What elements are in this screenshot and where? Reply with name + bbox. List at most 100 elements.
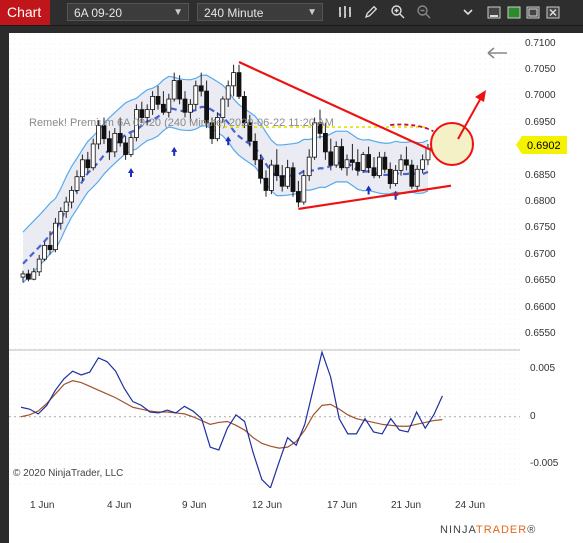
price-tick-label: 0.6600: [525, 301, 556, 313]
candle-body: [182, 98, 188, 113]
candle-body: [123, 142, 128, 155]
bars-icon[interactable]: [337, 4, 353, 20]
time-tick-label: 21 Jun: [391, 500, 422, 511]
lower-envelope-line: [22, 125, 429, 284]
buy-signal-arrow: [365, 185, 372, 195]
buy-signal-arrow: [171, 146, 178, 156]
candle-body: [53, 222, 58, 251]
restore-icon: [507, 6, 521, 19]
candle-body: [58, 211, 64, 224]
chart-panel[interactable]: Remek! Premium 6A 09-20 (240 Minute) 202…: [9, 33, 520, 490]
time-tick-label: 4 Jun: [107, 500, 132, 511]
price-axis[interactable]: 0.71000.70500.70000.69500.69000.68500.68…: [520, 33, 583, 488]
back-arrow-icon: [487, 47, 507, 59]
interval-label: 240 Minute: [204, 6, 264, 20]
brand-registered-mark: ®: [527, 524, 537, 536]
candle-body: [74, 176, 80, 191]
candle-body: [107, 138, 112, 153]
chevron-down-icon[interactable]: [462, 4, 474, 20]
candle-body: [236, 72, 242, 97]
zoom-in-icon[interactable]: [390, 4, 406, 20]
candle-body: [376, 156, 382, 177]
candle-body: [198, 85, 204, 92]
chevron-down-icon: ▼: [173, 7, 183, 18]
candle-body: [69, 190, 74, 203]
candle-body: [231, 72, 237, 87]
envelope-band: [23, 75, 428, 283]
candle-body: [25, 273, 31, 280]
price-tick-label: 0.6750: [525, 222, 556, 234]
brand-prefix: NINJA: [440, 524, 476, 536]
time-axis[interactable]: 1 Jun 4 Jun 9 Jun 12 Jun 17 Jun 21 Jun 24 Jun: [9, 488, 583, 543]
candle-body: [101, 125, 107, 140]
time-tick-label: 9 Jun: [182, 500, 207, 511]
candle-body: [274, 164, 280, 177]
chart-title: Remek! Premium 6A 09-20 (240 Minute) 202…: [29, 117, 334, 129]
current-price-label: 0.6902: [527, 140, 561, 152]
current-price-marker: 0.6902: [516, 136, 567, 154]
candle-body: [279, 175, 285, 187]
candle-body: [371, 167, 377, 177]
candle-body: [295, 191, 301, 203]
interval-selector[interactable]: 240 Minute ▼: [197, 3, 323, 21]
zoom-out-icon[interactable]: [416, 4, 432, 20]
candle-body: [409, 164, 415, 187]
chart-toolbar: Chart 6A 09-20 ▼ 240 Minute ▼: [0, 0, 583, 26]
candle-body: [317, 122, 323, 134]
candle-body: [90, 143, 96, 169]
time-tick-label: 17 Jun: [327, 500, 358, 511]
candle-body: [112, 132, 118, 153]
candle-body: [285, 167, 291, 187]
candle-body: [301, 175, 307, 203]
price-tick-label: 0.7050: [525, 63, 556, 75]
projection-dashed-line: [390, 123, 434, 133]
price-tick-label: 0.6550: [525, 328, 556, 340]
candle-body: [333, 146, 339, 166]
candle-body: [306, 156, 312, 177]
copyright-text: © 2020 NinjaTrader, LLC: [13, 468, 124, 479]
time-tick-label: 12 Jun: [252, 500, 283, 511]
chart-tab[interactable]: Chart: [0, 0, 50, 25]
candle-body: [414, 168, 420, 187]
candle-body: [387, 168, 393, 184]
close-button[interactable]: [546, 6, 560, 19]
candle-body: [166, 98, 172, 113]
candle-body: [117, 132, 123, 144]
price-tick-label: 0.6700: [525, 248, 556, 260]
candle-body: [139, 109, 145, 118]
buy-signal-arrow: [128, 168, 134, 178]
candle-body: [144, 109, 150, 118]
candle-body: [312, 122, 318, 158]
maximize-button[interactable]: [526, 6, 540, 19]
oscillator-tick-label: 0: [530, 410, 536, 422]
chart-canvas[interactable]: [9, 33, 520, 490]
candle-body: [85, 159, 91, 169]
candle-body: [328, 151, 334, 166]
pencil-icon[interactable]: [363, 4, 379, 20]
brand-suffix: TRADER: [475, 524, 528, 536]
candle-body: [193, 85, 199, 105]
candle-body: [241, 96, 247, 124]
candle-body: [366, 154, 372, 169]
oscillator-tick-label: 0.005: [530, 363, 556, 375]
candle-body: [344, 159, 350, 169]
minimize-button[interactable]: [487, 6, 501, 19]
close-icon: [546, 6, 560, 19]
candle-body: [204, 90, 210, 124]
instrument-selector[interactable]: 6A 09-20 ▼: [67, 3, 189, 21]
support-trendline: [298, 184, 452, 211]
candle-body: [403, 159, 409, 166]
candle-body: [160, 103, 166, 113]
candle-body: [360, 154, 366, 171]
maximize-icon: [526, 6, 540, 19]
price-tick-label: 0.6950: [525, 116, 556, 128]
oscillator-main-line: [20, 350, 443, 490]
candle-body: [187, 103, 193, 113]
candle-body: [20, 273, 26, 278]
candle-body: [214, 117, 220, 140]
candle-body: [80, 159, 85, 178]
restore-button[interactable]: [507, 6, 521, 19]
candle-body: [349, 159, 355, 163]
candle-body: [258, 159, 264, 179]
price-tick-label: 0.7100: [525, 37, 556, 49]
